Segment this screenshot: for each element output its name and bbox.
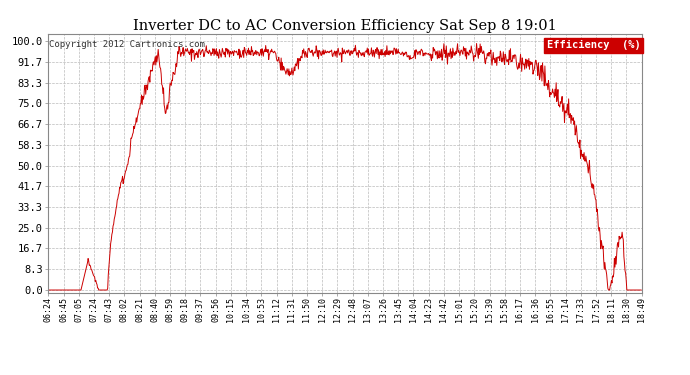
Title: Inverter DC to AC Conversion Efficiency Sat Sep 8 19:01: Inverter DC to AC Conversion Efficiency … bbox=[133, 19, 557, 33]
Text: Copyright 2012 Cartronics.com: Copyright 2012 Cartronics.com bbox=[50, 40, 206, 49]
Text: Efficiency  (%): Efficiency (%) bbox=[546, 40, 640, 50]
